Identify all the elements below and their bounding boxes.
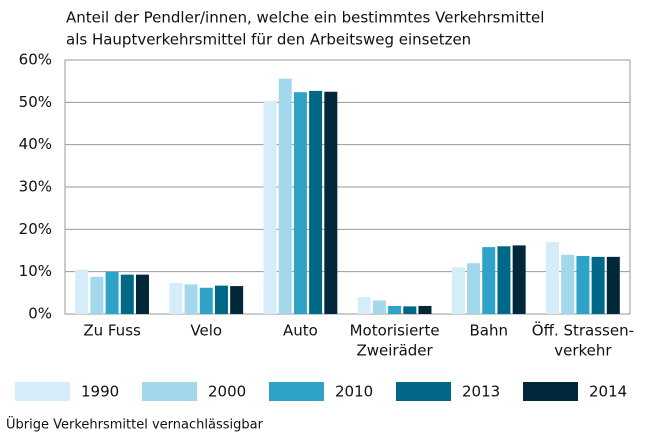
bar — [230, 286, 244, 314]
bar — [372, 300, 386, 314]
bar — [418, 305, 432, 314]
bar — [591, 256, 605, 314]
legend-swatch — [142, 382, 197, 401]
bar — [184, 284, 198, 314]
bar — [403, 306, 417, 314]
x-tick-label: Velo — [190, 322, 222, 340]
bar — [357, 297, 371, 314]
legend-label: 2010 — [335, 383, 373, 401]
bar — [482, 247, 496, 314]
bar — [90, 276, 104, 314]
bar — [278, 78, 292, 314]
bar — [546, 242, 560, 314]
chart-title: als Hauptverkehrsmittel für den Arbeitsw… — [66, 31, 471, 49]
y-tick-label: 10% — [19, 262, 52, 280]
bar — [120, 274, 134, 314]
bar — [135, 274, 149, 314]
y-tick-label: 60% — [19, 51, 52, 69]
x-tick-label: Öff. Strassen- — [532, 321, 634, 340]
bar — [576, 256, 590, 314]
bar — [263, 101, 277, 315]
legend-swatch — [15, 382, 70, 401]
legend-swatch — [523, 382, 578, 401]
bar — [214, 285, 228, 314]
x-tick-label: Auto — [283, 322, 318, 340]
bar — [324, 91, 338, 314]
bar — [199, 287, 213, 314]
plot-frame — [64, 59, 631, 315]
y-tick-label: 0% — [28, 305, 52, 323]
legend-label: 1990 — [81, 383, 119, 401]
bar — [105, 271, 119, 314]
bar — [606, 256, 620, 314]
y-tick-label: 40% — [19, 135, 52, 153]
x-tick-label: Zweiräder — [356, 342, 433, 360]
bar — [75, 269, 89, 314]
x-tick-label: Motorisierte — [350, 322, 440, 340]
y-tick-label: 30% — [19, 178, 52, 196]
bar — [451, 267, 465, 314]
legend-swatch — [269, 382, 324, 401]
y-tick-label: 20% — [19, 220, 52, 238]
bar — [561, 254, 575, 314]
bar — [293, 92, 307, 314]
chart-title: Anteil der Pendler/innen, welche ein bes… — [66, 9, 544, 27]
bar — [388, 305, 402, 314]
legend-label: 2000 — [208, 383, 246, 401]
bar — [309, 90, 323, 314]
footnote: Übrige Verkehrsmittel vernachlässigbar — [6, 416, 264, 433]
legend-label: 2014 — [589, 383, 627, 401]
x-tick-label: verkehr — [554, 342, 612, 360]
bar — [467, 263, 481, 314]
y-tick-label: 50% — [19, 93, 52, 111]
legend-swatch — [396, 382, 451, 401]
x-tick-label: Zu Fuss — [83, 322, 141, 340]
x-tick-label: Bahn — [470, 322, 509, 340]
bar — [169, 283, 183, 314]
legend-label: 2013 — [462, 383, 500, 401]
bar — [512, 245, 526, 314]
bar — [497, 246, 511, 314]
